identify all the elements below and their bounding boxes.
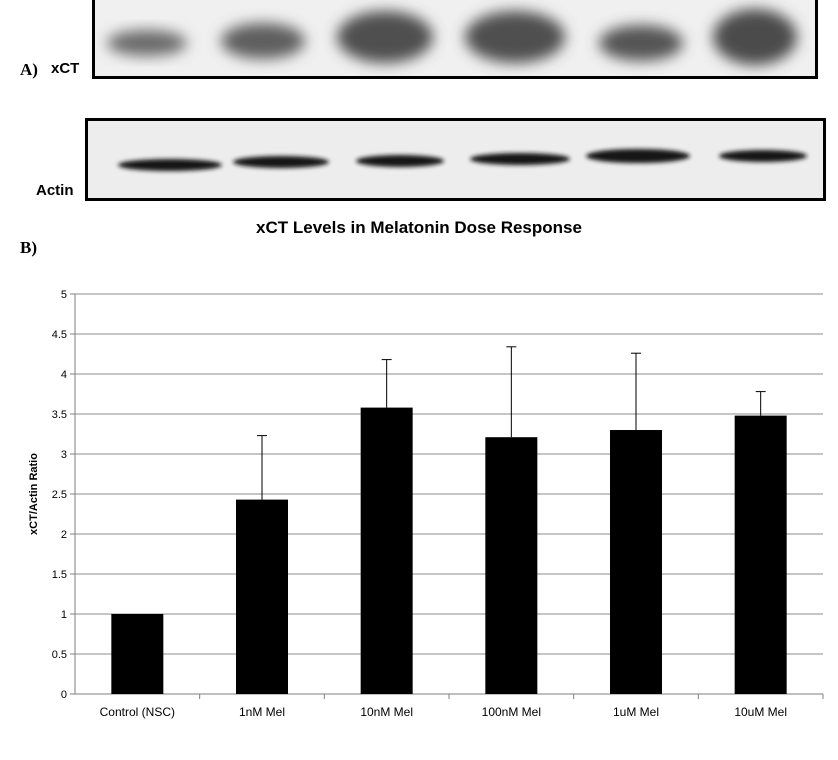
bar bbox=[236, 499, 288, 694]
y-tick-label: 2.5 bbox=[52, 489, 67, 501]
x-tick-label: 1nM Mel bbox=[239, 705, 285, 719]
chart-title: xCT Levels in Melatonin Dose Response bbox=[256, 218, 582, 237]
x-tick-label: Control (NSC) bbox=[100, 705, 175, 719]
panel-a-label: A) bbox=[20, 60, 38, 79]
actin-blot-image bbox=[85, 118, 826, 201]
actin-blot-bands bbox=[88, 121, 823, 198]
y-tick-label: 0.5 bbox=[52, 649, 67, 661]
panel-b-label: B) bbox=[20, 238, 37, 257]
x-tick-label: 10nM Mel bbox=[360, 705, 413, 719]
xct-band bbox=[107, 30, 187, 56]
bar bbox=[485, 437, 538, 694]
actin-band bbox=[470, 153, 570, 165]
xct-band bbox=[713, 9, 797, 65]
actin-band bbox=[719, 150, 807, 162]
y-axis-label: xCT/Actin Ratio bbox=[28, 453, 40, 535]
xct-band bbox=[337, 11, 433, 63]
bar bbox=[734, 415, 787, 694]
bar bbox=[610, 430, 662, 694]
actin-band bbox=[118, 159, 222, 171]
y-tick-label: 0 bbox=[61, 689, 67, 701]
y-tick-label: 1.5 bbox=[52, 569, 67, 581]
y-tick-label: 2 bbox=[61, 529, 67, 541]
xct-band bbox=[599, 25, 683, 61]
y-tick-label: 3 bbox=[61, 449, 67, 461]
x-tick-label: 100nM Mel bbox=[482, 705, 541, 719]
xct-blot-bands bbox=[95, 0, 815, 76]
actin-blot-label: Actin bbox=[36, 182, 74, 199]
xct-band bbox=[221, 23, 305, 59]
xct-blot-image bbox=[92, 0, 818, 79]
actin-band bbox=[586, 149, 690, 163]
y-tick-label: 1 bbox=[61, 609, 67, 621]
actin-band bbox=[356, 155, 444, 167]
y-tick-label: 4.5 bbox=[52, 329, 67, 341]
y-tick-label: 4 bbox=[61, 369, 67, 381]
bar bbox=[111, 614, 164, 694]
actin-band bbox=[233, 156, 329, 168]
bar-chart: 0 0.5 1 1.5 2 2.5 3 3.5 4 4.5 5 Control (NSC) 1nM Me… bbox=[28, 289, 824, 719]
x-tick-label: 1uM Mel bbox=[613, 705, 659, 719]
y-tick-label: 3.5 bbox=[52, 409, 67, 421]
x-tick-label: 10uM Mel bbox=[734, 705, 787, 719]
xct-band bbox=[465, 11, 565, 63]
y-tick-label: 5 bbox=[61, 289, 67, 301]
bar bbox=[360, 407, 413, 694]
xct-blot-label: xCT bbox=[51, 60, 80, 77]
